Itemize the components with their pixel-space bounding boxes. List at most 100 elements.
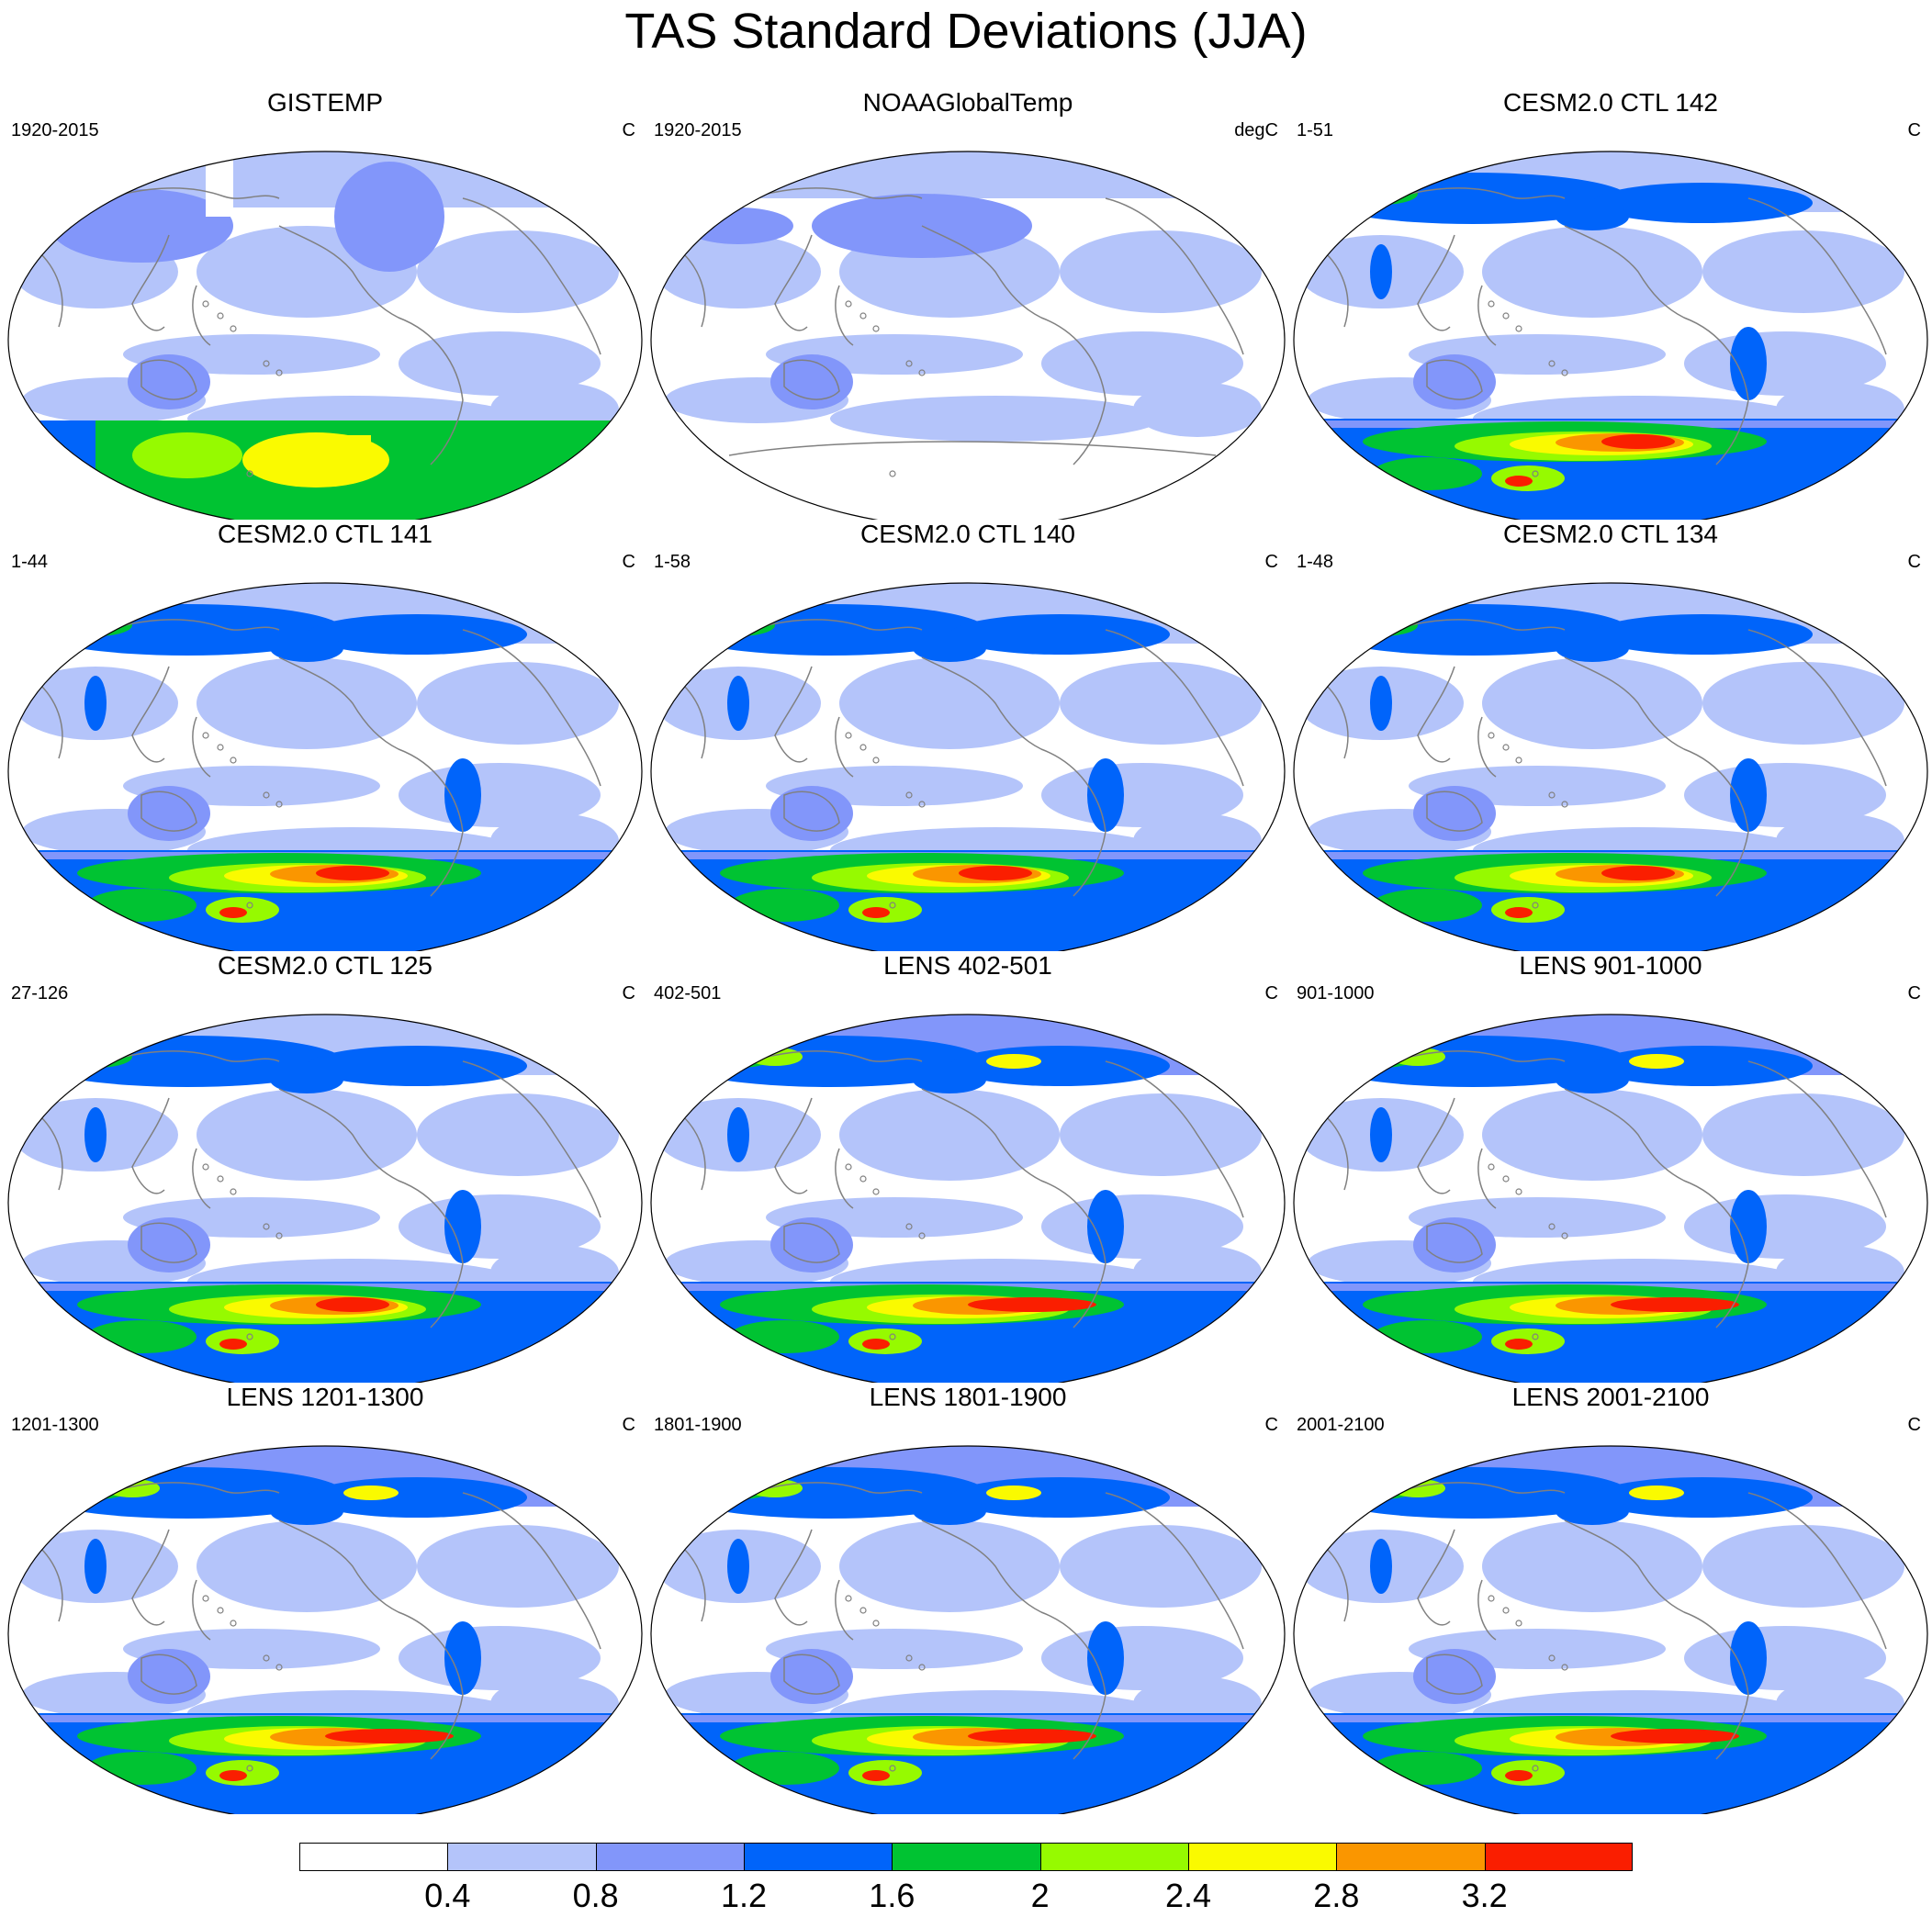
- map-panel: LENS 2001-2100 2001-2100 C: [1289, 1383, 1932, 1814]
- island-outline: [246, 1333, 253, 1340]
- field-region: [219, 1339, 247, 1350]
- field-region: [1730, 1621, 1767, 1695]
- map-plot: [650, 1445, 1286, 1814]
- field-region: [132, 432, 242, 478]
- map-plot: [1293, 151, 1928, 520]
- coastline-path: [682, 619, 1244, 897]
- island-outline: [1548, 1654, 1556, 1662]
- island-outline: [263, 1223, 270, 1230]
- field-shading: [1294, 583, 1927, 951]
- field-region: [307, 1046, 527, 1086]
- field-region: [1629, 1485, 1684, 1500]
- panel-title: LENS 1801-1900: [869, 1383, 1067, 1411]
- map-frame: [7, 582, 643, 951]
- island-outline: [1532, 1333, 1539, 1340]
- island-outline: [845, 1595, 852, 1602]
- field-region: [1482, 226, 1702, 318]
- map-frame: [650, 151, 1286, 520]
- island-outline: [275, 801, 283, 808]
- field-region: [1370, 244, 1392, 299]
- island-outline: [1548, 360, 1556, 367]
- field-region: [839, 657, 1060, 749]
- island-outline: [889, 1765, 896, 1772]
- panel-period-label: 1920-2015: [654, 120, 742, 140]
- field-region: [1482, 657, 1702, 749]
- panel-period-label: 1-51: [1297, 120, 1334, 140]
- coastlines: [39, 187, 601, 477]
- field-region: [399, 331, 601, 396]
- island-outline: [1502, 744, 1510, 751]
- field-region: [1702, 1525, 1904, 1608]
- coastlines: [1325, 1050, 1887, 1340]
- panel-title: CESM2.0 CTL 141: [218, 520, 432, 548]
- field-shading: [651, 151, 1285, 520]
- field-region: [1702, 662, 1904, 745]
- colorbar-separator: [1039, 1843, 1041, 1871]
- field-region: [968, 1297, 1096, 1312]
- colorbar-separator: [447, 1843, 449, 1871]
- island-outline: [246, 1765, 253, 1772]
- field-region: [839, 1520, 1060, 1612]
- colorbar-swatch: [447, 1843, 596, 1871]
- island-outline: [1515, 757, 1522, 764]
- coastline-path: [39, 187, 601, 465]
- coastlines: [39, 1050, 601, 1340]
- island-outline: [217, 744, 224, 751]
- field-region: [1370, 1107, 1392, 1162]
- coastline-path: [39, 1050, 601, 1328]
- field-region: [197, 1089, 417, 1181]
- coastline-path: [39, 619, 601, 897]
- map-panel: CESM2.0 CTL 134 1-48 C: [1289, 520, 1932, 951]
- field-region: [1060, 1093, 1262, 1176]
- field-region: [1482, 1089, 1702, 1181]
- panel-period-label: 1-44: [11, 552, 49, 572]
- map-frame: [650, 582, 1286, 951]
- panel-title: LENS 901-1000: [1519, 951, 1702, 980]
- field-region: [1505, 907, 1533, 918]
- map-panel: CESM2.0 CTL 140 1-58 C: [646, 520, 1289, 951]
- panel-units-label: C: [622, 552, 635, 572]
- map-panel: LENS 402-501 402-501 C: [646, 951, 1289, 1383]
- island-outline: [845, 732, 852, 739]
- island-outline: [1561, 1232, 1568, 1239]
- field-region: [128, 786, 210, 841]
- field-shading: [1294, 1015, 1927, 1383]
- map-panel: CESM2.0 CTL 125 27-126 C: [4, 951, 646, 1383]
- field-region: [1413, 786, 1496, 841]
- field-region: [1702, 230, 1904, 313]
- panel-period-label: 1920-2015: [11, 120, 99, 140]
- field-region: [417, 1093, 619, 1176]
- field-region: [839, 1089, 1060, 1181]
- map-frame: [1293, 1014, 1928, 1383]
- colorbar-tick-label: 1.6: [869, 1877, 915, 1914]
- island-outline: [918, 1232, 926, 1239]
- field-region: [1592, 183, 1813, 223]
- island-outline: [1488, 732, 1495, 739]
- field-region: [1505, 1339, 1533, 1350]
- island-outline: [202, 1595, 209, 1602]
- panel-title: LENS 402-501: [883, 951, 1052, 980]
- colorbar-swatch: [1039, 1843, 1188, 1871]
- colorbar-swatch: [1336, 1843, 1485, 1871]
- field-region: [1060, 1525, 1262, 1608]
- field-region: [1087, 758, 1124, 832]
- field-region: [770, 786, 853, 841]
- island-outline: [1532, 902, 1539, 909]
- coastline-path: [1325, 1050, 1887, 1328]
- antarctic-coastline: [728, 441, 1217, 456]
- island-outline: [1548, 1223, 1556, 1230]
- field-region: [986, 1054, 1041, 1069]
- field-region: [1413, 354, 1496, 409]
- island-outline: [202, 1163, 209, 1171]
- island-outline: [889, 1333, 896, 1340]
- field-shading: [651, 1015, 1285, 1383]
- panel-period-label: 1-48: [1297, 552, 1334, 572]
- map-frame: [1293, 1445, 1928, 1814]
- panel-period-label: 1-58: [654, 552, 691, 572]
- panel-units-label: C: [622, 1415, 635, 1435]
- panel-period-label: 901-1000: [1297, 983, 1375, 1003]
- field-region: [727, 676, 749, 731]
- field-shading: [651, 1446, 1285, 1814]
- panel-units-label: C: [1264, 552, 1278, 572]
- field-region: [1344, 183, 1418, 205]
